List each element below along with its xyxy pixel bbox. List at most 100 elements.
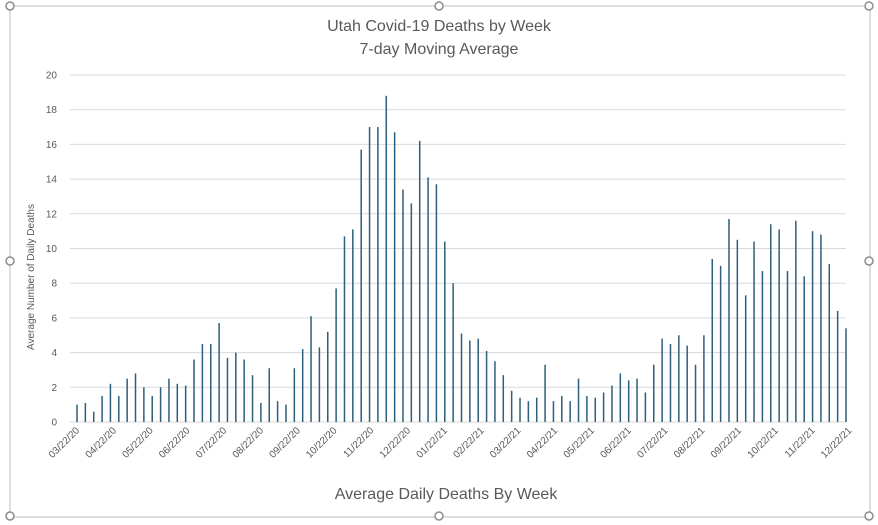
bar <box>811 231 814 422</box>
bar <box>619 373 622 422</box>
bar <box>268 368 270 422</box>
bar <box>427 177 429 422</box>
x-tick-label: 08/22/21 <box>672 425 708 461</box>
bar <box>519 397 521 422</box>
bar <box>728 219 730 422</box>
bar <box>686 345 688 422</box>
bar <box>627 380 630 422</box>
bar <box>168 378 170 423</box>
y-tick-label: 8 <box>51 279 57 290</box>
bar <box>770 224 772 422</box>
bar <box>502 375 505 422</box>
bar <box>653 364 655 422</box>
x-tick-label: 01/22/21 <box>415 425 451 461</box>
bar <box>260 402 262 422</box>
y-tick-label: 6 <box>51 313 57 324</box>
bar <box>669 343 672 422</box>
bar <box>218 323 220 422</box>
bar <box>678 335 680 422</box>
bar <box>786 271 789 422</box>
bar <box>235 352 237 422</box>
bar <box>561 395 563 422</box>
bar <box>226 357 229 422</box>
bar <box>418 140 421 422</box>
resize-handle-middle-left[interactable] <box>5 256 15 266</box>
resize-handle-bottom-center[interactable] <box>434 511 444 521</box>
bar <box>101 395 103 422</box>
bar <box>109 383 112 422</box>
resize-handle-middle-right[interactable] <box>864 256 874 266</box>
bar <box>661 338 663 422</box>
bar <box>184 385 187 422</box>
bar <box>251 375 254 422</box>
x-tick-label: 12/22/21 <box>819 425 855 461</box>
x-tick-label: 05/22/20 <box>120 425 156 461</box>
y-tick-label: 12 <box>46 209 58 220</box>
resize-handle-bottom-left[interactable] <box>5 511 15 521</box>
y-tick-label: 20 <box>46 71 58 82</box>
bar <box>402 189 404 422</box>
bar <box>611 385 613 422</box>
y-tick-label: 16 <box>46 140 58 151</box>
x-tick-label: 03/22/21 <box>488 425 524 461</box>
x-axis-title: Average Daily Deaths By Week <box>335 486 559 503</box>
bar <box>301 349 304 422</box>
bar <box>159 387 162 422</box>
bar <box>118 395 120 422</box>
resize-handle-top-center[interactable] <box>434 1 444 11</box>
bar <box>594 397 596 422</box>
bar <box>201 343 204 422</box>
resize-handle-bottom-right[interactable] <box>864 511 874 521</box>
resize-handle-top-right[interactable] <box>864 1 874 11</box>
x-tick-label: 11/22/20 <box>342 425 377 460</box>
x-tick-label: 07/22/20 <box>194 425 230 461</box>
bar <box>510 390 513 422</box>
bar <box>393 132 396 422</box>
selection-handles[interactable] <box>5 1 874 521</box>
y-tick-label: 14 <box>46 175 58 186</box>
bar <box>360 149 362 423</box>
bar <box>293 368 296 422</box>
bar <box>285 404 287 422</box>
bar <box>535 397 538 422</box>
bar <box>836 310 839 422</box>
bar <box>761 271 764 422</box>
chart-subtitle: 7-day Moving Average <box>360 41 519 58</box>
bar <box>719 265 722 422</box>
bar <box>711 258 714 422</box>
bar <box>527 401 530 422</box>
bar <box>126 378 128 423</box>
bar <box>820 234 822 422</box>
bar <box>143 387 145 422</box>
bar <box>84 402 87 422</box>
y-tick-label: 2 <box>51 383 57 394</box>
x-tick-label: 04/22/21 <box>525 425 561 461</box>
bar <box>385 95 388 422</box>
bar <box>744 295 747 422</box>
bar <box>736 239 739 422</box>
bar <box>577 378 580 423</box>
bar <box>276 401 279 422</box>
x-tick-label: 03/22/20 <box>47 425 83 461</box>
resize-handle-top-left[interactable] <box>5 1 15 11</box>
bar <box>828 264 831 422</box>
bar <box>243 359 245 422</box>
x-tick-label: 05/22/21 <box>562 425 598 461</box>
y-tick-label: 0 <box>51 418 57 429</box>
gridlines <box>70 74 846 423</box>
x-tick-label: 11/22/21 <box>783 425 818 460</box>
x-tick-label: 10/22/20 <box>304 425 340 461</box>
x-tick-label: 08/22/20 <box>231 425 267 461</box>
bar <box>134 373 137 422</box>
bar <box>795 220 797 422</box>
x-tick-label: 09/22/20 <box>268 425 304 461</box>
bar <box>469 340 471 422</box>
x-tick-label: 02/22/21 <box>451 425 487 461</box>
bar <box>694 364 697 422</box>
x-tick-label: 12/22/20 <box>378 425 414 461</box>
bar <box>444 241 446 422</box>
bar <box>494 361 496 422</box>
bar <box>552 401 555 422</box>
bar <box>569 401 571 422</box>
